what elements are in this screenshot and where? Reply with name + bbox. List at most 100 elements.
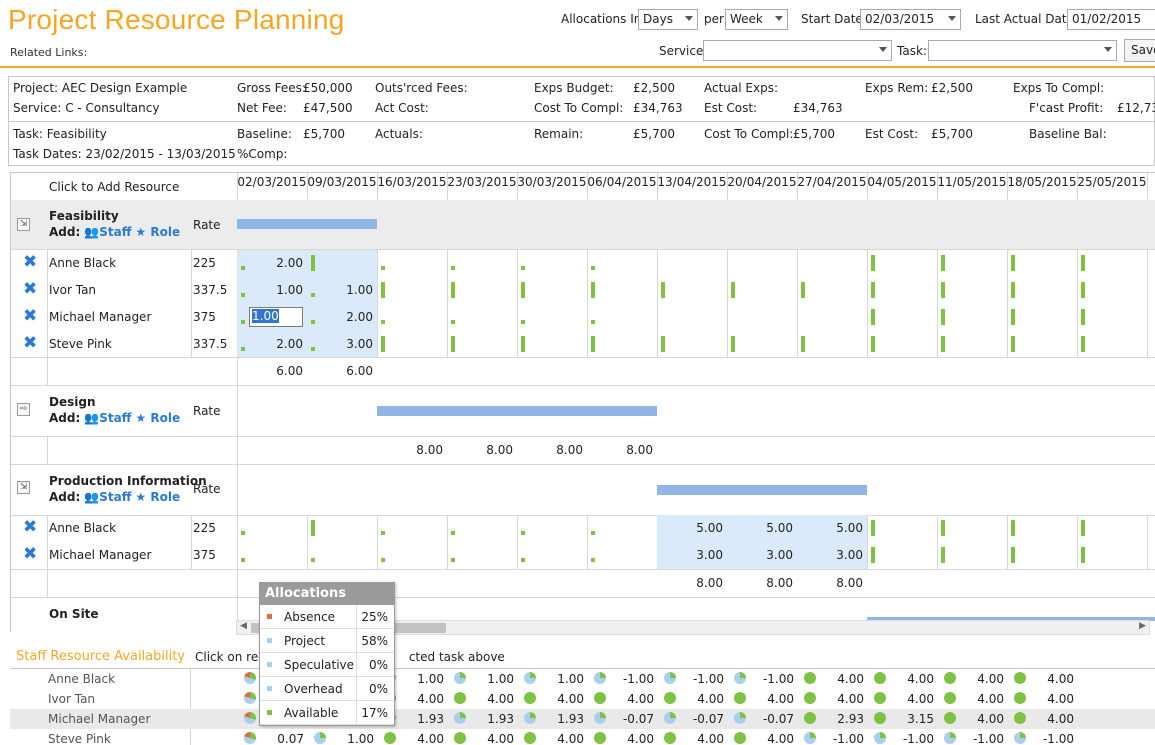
availability-value: 4.00 [557, 732, 584, 745]
availability-bar [591, 266, 595, 270]
baseline-label: Baseline: [237, 127, 292, 141]
allocation-value[interactable]: 2.00 [276, 337, 303, 351]
availability-bar [871, 520, 875, 536]
allocation-value[interactable]: 5.00 [766, 521, 793, 535]
grid-divider [11, 464, 1155, 465]
week-total: 8.00 [766, 576, 793, 590]
grid-divider [1007, 173, 1008, 200]
availability-bar [381, 266, 385, 270]
availability-bar [941, 282, 945, 298]
allocation-value[interactable]: 3.00 [696, 548, 723, 562]
grid-divider [1007, 250, 1008, 358]
comp-label: %Comp: [237, 147, 288, 161]
add-staff-button[interactable]: 👥Staff [84, 411, 132, 425]
delete-icon[interactable]: ✖ [23, 252, 38, 272]
service-label: Service: [659, 44, 708, 58]
allocation-value[interactable]: 3.00 [766, 548, 793, 562]
allocation-value[interactable]: 1.00 [276, 283, 303, 297]
availability-title: Staff Resource Availability [16, 649, 186, 664]
allocation-value[interactable]: 5.00 [836, 521, 863, 535]
legend-swatch [267, 686, 272, 691]
allocation-value[interactable]: 3.00 [836, 548, 863, 562]
expand-icon[interactable]: ⇨ [17, 403, 30, 416]
allocation-value[interactable]: 5.00 [696, 521, 723, 535]
delete-icon[interactable]: ✖ [23, 333, 38, 353]
start-date-select[interactable]: 02/03/2015 [860, 9, 961, 30]
task-est-cost-label: Est Cost: [865, 127, 919, 141]
availability-value: 1.00 [487, 672, 514, 686]
add-role-button[interactable]: ★ Role [135, 490, 181, 504]
exps-budget: £2,500 [633, 81, 675, 95]
last-actual-label: Last Actual Date: [975, 12, 1078, 26]
week-header: 20/04/2015 [727, 175, 797, 189]
availability-value: -1.00 [692, 672, 724, 686]
availability-pie-icon [244, 712, 256, 724]
delete-icon[interactable]: ✖ [23, 306, 38, 326]
last-actual-input[interactable]: 01/02/2015 [1067, 9, 1155, 30]
per-select[interactable]: Week [725, 9, 788, 30]
grid-divider [356, 629, 357, 653]
availability-bar [451, 336, 455, 352]
task-title-on-site: On Site [49, 607, 99, 621]
availability-bar [801, 336, 805, 352]
grid-divider [517, 173, 518, 200]
grid-divider [517, 515, 518, 569]
availability-bar [381, 531, 385, 535]
grid-divider [307, 515, 308, 569]
app-title: Project Resource Planning [8, 4, 345, 35]
availability-value: 4.00 [1047, 672, 1074, 686]
allocation-label: Speculative [284, 658, 355, 672]
add-role-button[interactable]: ★ Role [135, 411, 181, 425]
add-staff-button[interactable]: 👥Staff [84, 490, 132, 504]
availability-pie-icon [874, 672, 886, 684]
availability-pie-icon [454, 732, 466, 744]
allocation-value[interactable]: 3.00 [346, 337, 373, 351]
grid-divider [11, 515, 1155, 516]
chevron-down-icon [775, 16, 783, 21]
availability-bar [241, 347, 245, 351]
delete-icon[interactable]: ✖ [23, 544, 38, 564]
related-links[interactable]: Related Links: [10, 46, 88, 59]
resource-row: ✖ Michael Manager 375 3.00 3.00 3.00 [11, 542, 1155, 569]
delete-icon[interactable]: ✖ [23, 517, 38, 537]
resource-row: ✖ Steve Pink 337.5 2.00 3.00 [11, 331, 1155, 358]
save-button[interactable]: Save [1124, 39, 1155, 62]
add-resource-link[interactable]: Click to Add Resource [49, 180, 180, 194]
collapse-icon[interactable]: ⇲ [17, 481, 30, 494]
resource-rate: 225 [193, 256, 216, 270]
availability-value: 4.00 [627, 732, 654, 745]
delete-icon[interactable]: ✖ [23, 279, 38, 299]
grid-divider [47, 569, 48, 597]
allocation-value[interactable]: 2.00 [276, 256, 303, 270]
task-cost-to-compl: £5,700 [793, 127, 835, 141]
availability-value: 4.00 [907, 692, 934, 706]
grid-divider [377, 173, 378, 200]
allocation-percent: 0% [368, 682, 388, 696]
task-name: Task: Feasibility [13, 127, 107, 141]
availability-bar [871, 255, 875, 271]
availability-bar [451, 320, 455, 324]
grid-divider [47, 250, 48, 358]
allocation-input[interactable]: 1.00 [249, 307, 303, 327]
alloc-select[interactable]: Days [638, 9, 698, 30]
add-role-button[interactable]: ★ Role [135, 225, 181, 239]
task-select[interactable] [928, 40, 1117, 61]
grid-divider [377, 250, 378, 358]
collapse-icon[interactable]: ⇲ [17, 218, 30, 231]
add-staff-button[interactable]: 👥Staff [84, 225, 132, 239]
availability-bar [941, 336, 945, 352]
scroll-left-icon[interactable]: ◀ [240, 621, 247, 631]
net-fee: £47,500 [303, 101, 353, 115]
grid-divider [47, 515, 48, 569]
allocation-value[interactable]: 1.00 [346, 283, 373, 297]
highlight-cells [237, 250, 377, 357]
availability-bar [801, 282, 805, 298]
availability-bar [1011, 520, 1015, 536]
availability-bar [311, 558, 315, 562]
service-select[interactable] [703, 40, 892, 61]
availability-value: -1.00 [972, 732, 1004, 745]
availability-value: 1.00 [557, 672, 584, 686]
allocation-value[interactable]: 2.00 [346, 310, 373, 324]
resource-rate: 375 [193, 310, 216, 324]
scroll-right-icon[interactable]: ▶ [1139, 621, 1146, 631]
